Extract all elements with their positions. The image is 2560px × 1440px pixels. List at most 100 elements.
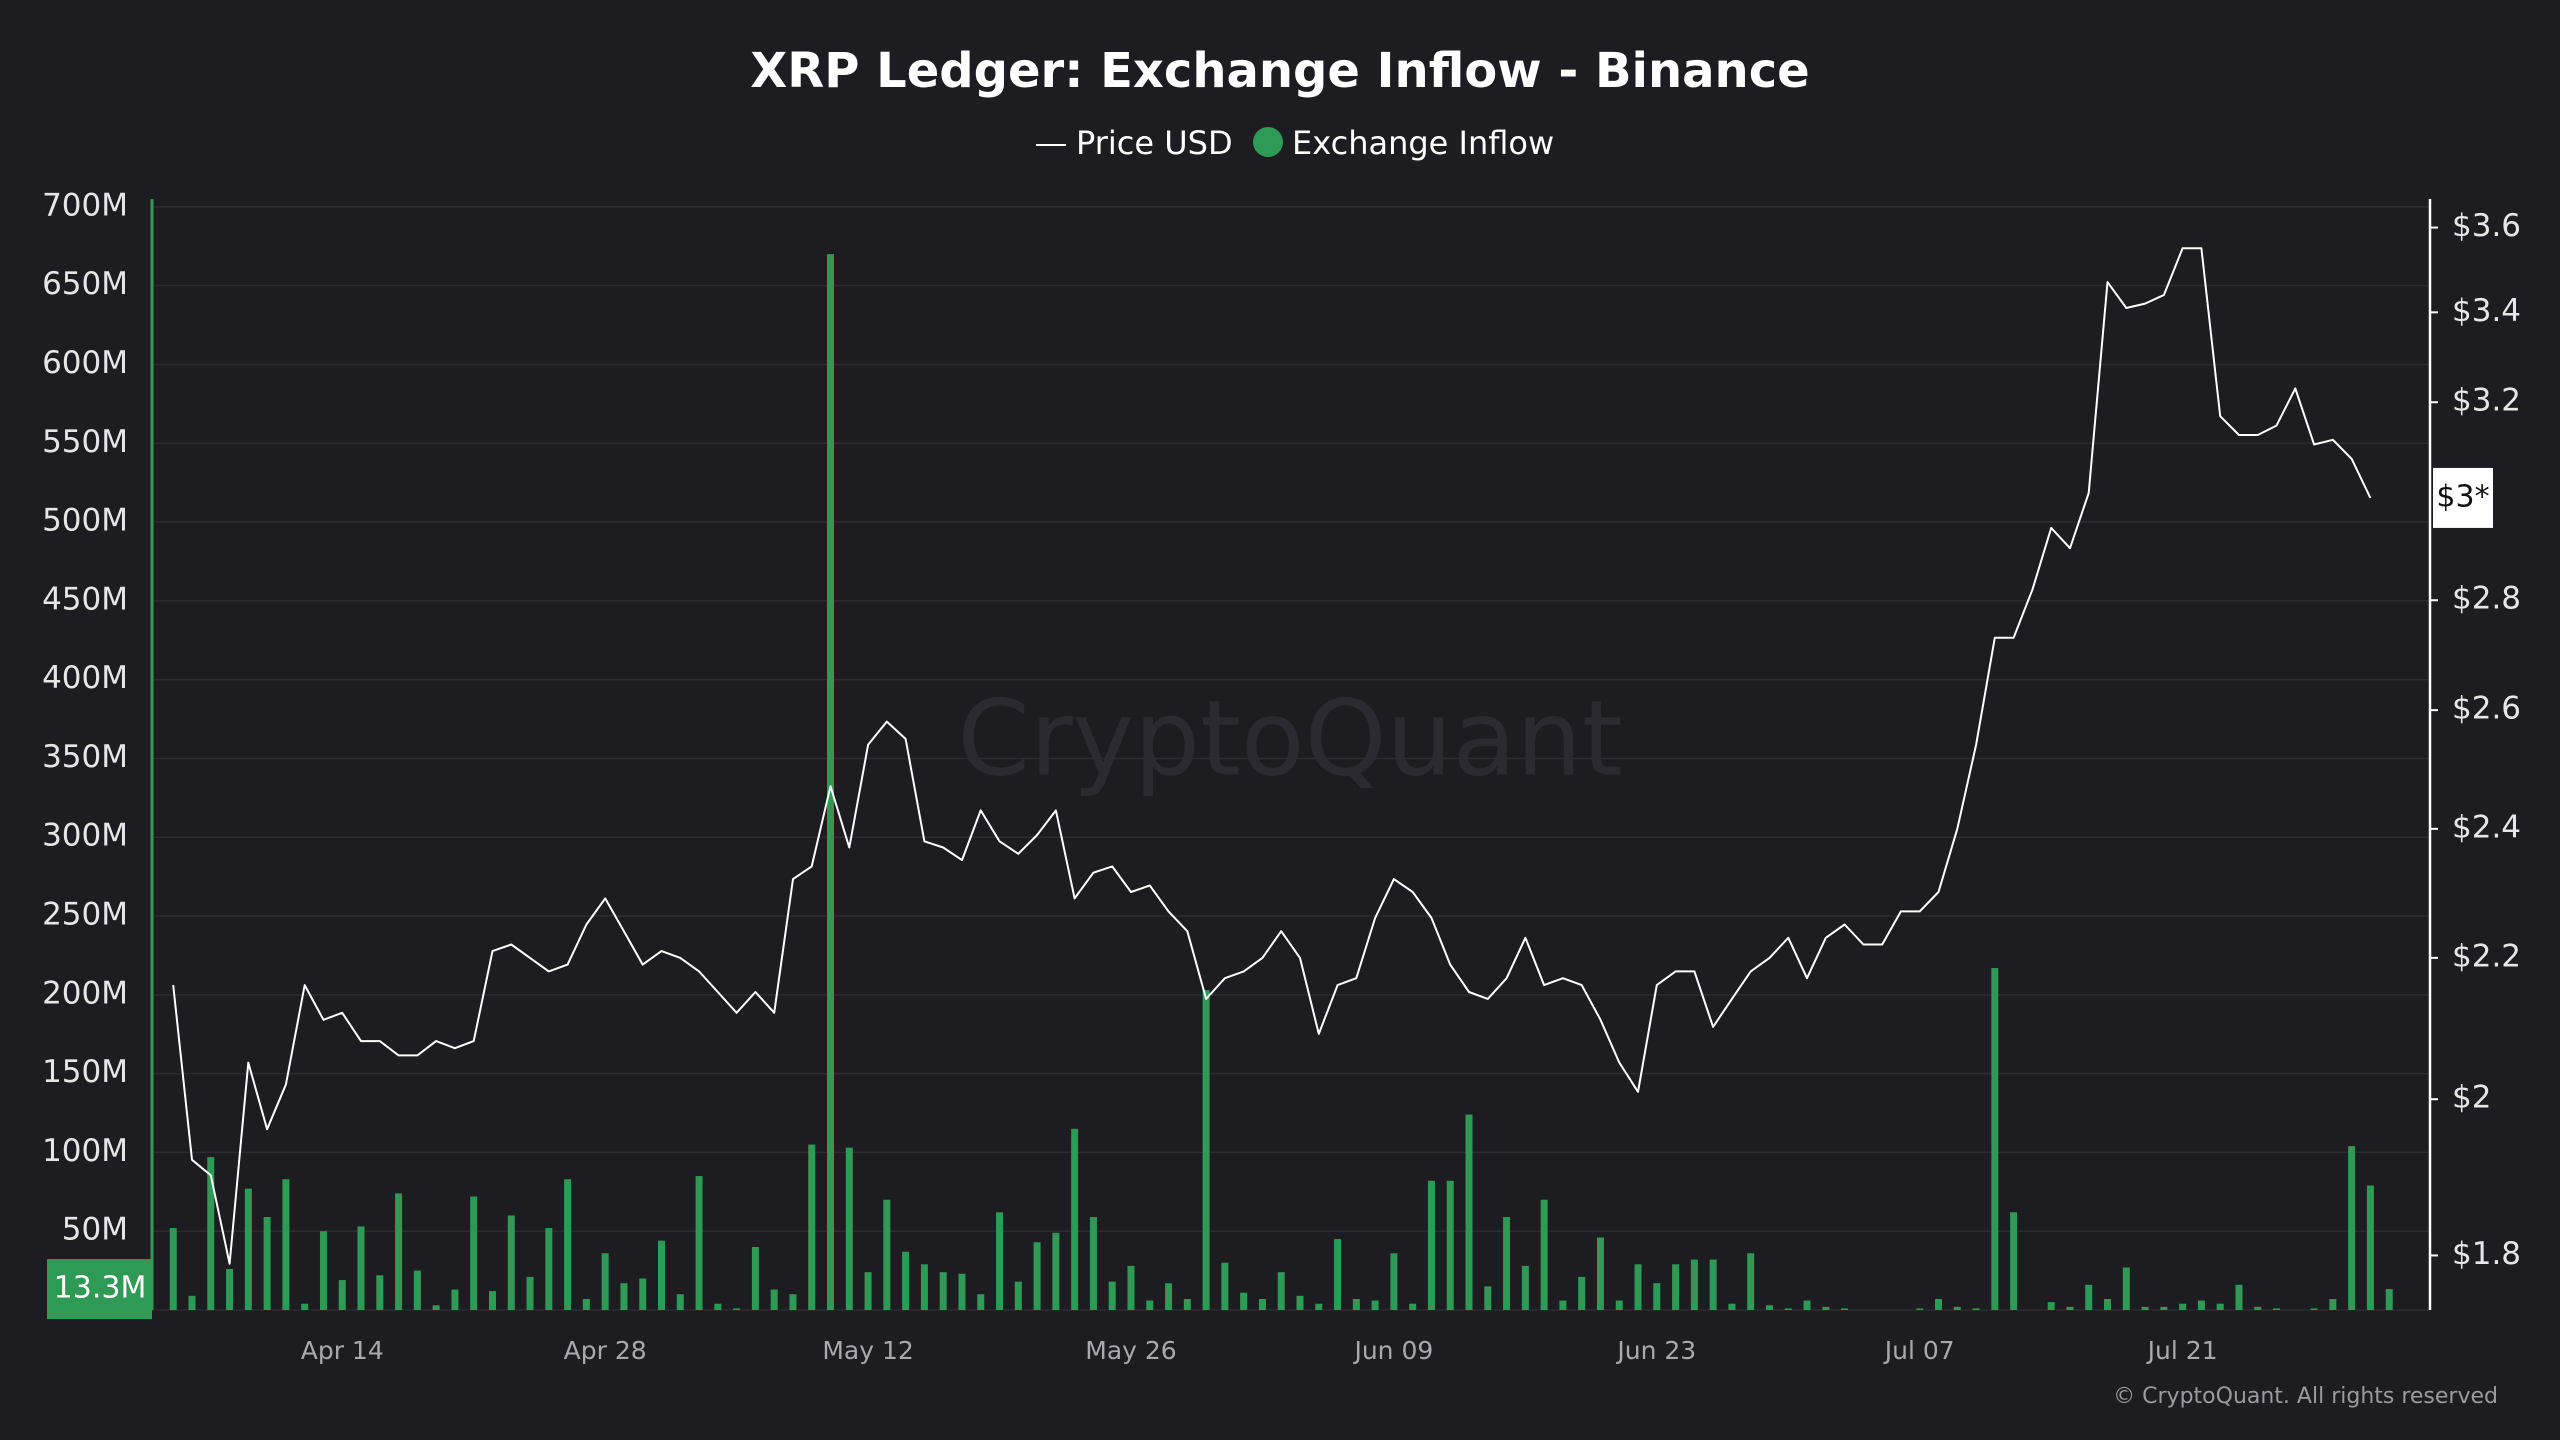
bar (1183, 1298, 1191, 1310)
bar (1484, 1286, 1492, 1310)
bar (2329, 1298, 2337, 1310)
bar (676, 1294, 684, 1310)
bar (1089, 1217, 1097, 1310)
bar (1352, 1298, 1360, 1310)
bar (1240, 1292, 1248, 1310)
y-tick-label: 150M (42, 1054, 128, 1090)
bar (1390, 1253, 1398, 1310)
bar (1991, 968, 1999, 1310)
y-tick-label: 350M (42, 739, 128, 775)
bar (1521, 1265, 1529, 1310)
bar (1014, 1281, 1022, 1310)
x-tick-label: Jun 09 (1352, 1336, 1433, 1365)
bar (864, 1272, 872, 1310)
bar (1709, 1259, 1717, 1310)
bar (2179, 1303, 2187, 1310)
bar (2160, 1306, 2168, 1310)
bar (1127, 1265, 1135, 1310)
bar (1315, 1303, 1323, 1310)
bar (376, 1275, 384, 1310)
y-tick-label: 700M (42, 187, 128, 223)
bar (1596, 1237, 1604, 1310)
bar (808, 1144, 816, 1310)
bar (2235, 1284, 2243, 1310)
bar (1465, 1114, 1473, 1310)
bar (1503, 1217, 1511, 1310)
bar (939, 1272, 947, 1310)
bar (1634, 1264, 1642, 1310)
bar (2310, 1308, 2318, 1310)
price-line (172, 247, 2372, 1265)
bar (789, 1294, 797, 1310)
bar (1690, 1259, 1698, 1310)
bar (169, 1228, 177, 1310)
y2-tick-label: $2.2 (2452, 938, 2521, 974)
price-marker-label: $3* (2436, 479, 2489, 514)
bar (2104, 1298, 2112, 1310)
y2-tick-label: $3.2 (2452, 383, 2521, 419)
inflow-marker-label: 13.3M (54, 1271, 147, 1306)
y-tick-label: 600M (42, 345, 128, 381)
bar (2385, 1289, 2393, 1310)
bar (1165, 1283, 1173, 1310)
bar (2141, 1306, 2149, 1310)
bar (395, 1193, 403, 1310)
bar (695, 1176, 703, 1310)
bar (2254, 1306, 2262, 1310)
bar (2085, 1284, 2093, 1310)
y-tick-label: 650M (42, 266, 128, 302)
y2-tick-label: $3.4 (2452, 293, 2521, 329)
bar (1822, 1306, 1830, 1310)
bar (226, 1269, 234, 1310)
bar (282, 1179, 290, 1310)
watermark: CryptoQuant (957, 677, 1623, 799)
x-tick-label: Apr 14 (301, 1336, 384, 1365)
bar (1615, 1300, 1623, 1310)
y-tick-label: 250M (42, 897, 128, 933)
bar (1578, 1276, 1586, 1310)
x-tick-label: Apr 28 (564, 1336, 647, 1365)
bar (733, 1308, 741, 1310)
bar (1446, 1180, 1454, 1310)
bar (507, 1215, 515, 1310)
bar (263, 1217, 271, 1310)
bar (2366, 1185, 2374, 1310)
y-tick-label: 500M (42, 503, 128, 539)
bar (1221, 1262, 1229, 1310)
bar (620, 1283, 628, 1310)
x-tick-label: May 26 (1085, 1336, 1176, 1365)
bar (1841, 1308, 1849, 1310)
bar (564, 1179, 572, 1310)
bar (1953, 1306, 1961, 1310)
bar (319, 1231, 327, 1310)
bar (883, 1199, 891, 1310)
y-tick-label: 100M (42, 1133, 128, 1169)
y-tick-label: 550M (42, 424, 128, 460)
bar (714, 1303, 722, 1310)
price-marker-box (2433, 467, 2493, 528)
bar (1371, 1300, 1379, 1310)
bar (920, 1264, 928, 1310)
bar (1277, 1272, 1285, 1310)
bar (1784, 1308, 1792, 1310)
y2-tick-label: $2.8 (2452, 581, 2521, 617)
bar (2122, 1267, 2130, 1310)
bar (1146, 1300, 1154, 1310)
bar (2010, 1212, 2018, 1310)
bar (639, 1278, 647, 1310)
bar (526, 1276, 534, 1310)
bar (357, 1226, 365, 1310)
bar (244, 1188, 252, 1310)
chart-title: XRP Ledger: Exchange Inflow - Binance (750, 43, 1809, 99)
bar (188, 1295, 196, 1310)
y2-tick-label: $2.6 (2452, 691, 2521, 727)
bar (1258, 1298, 1266, 1310)
bar (902, 1251, 910, 1310)
bar (1108, 1281, 1116, 1310)
bar (545, 1228, 553, 1310)
bar (2216, 1303, 2224, 1310)
bar (432, 1305, 440, 1310)
y-tick-label: 200M (42, 975, 128, 1011)
bar (413, 1270, 421, 1310)
